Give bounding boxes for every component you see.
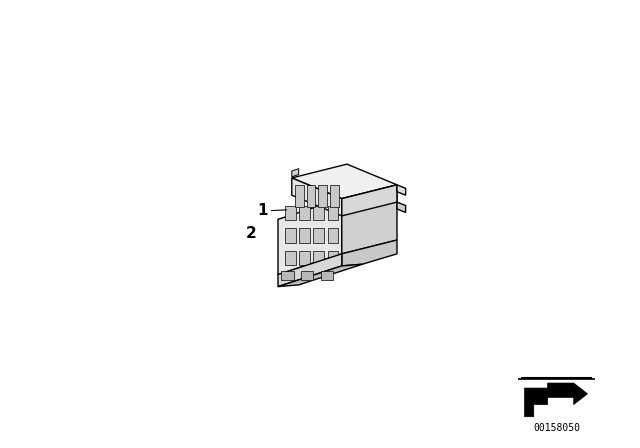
Polygon shape: [397, 202, 406, 212]
FancyBboxPatch shape: [299, 251, 310, 265]
FancyBboxPatch shape: [285, 251, 296, 265]
FancyBboxPatch shape: [328, 206, 338, 220]
FancyBboxPatch shape: [307, 185, 316, 207]
FancyBboxPatch shape: [285, 206, 296, 220]
Polygon shape: [292, 178, 342, 216]
Polygon shape: [292, 168, 299, 177]
Polygon shape: [342, 185, 397, 216]
Polygon shape: [278, 198, 342, 275]
FancyBboxPatch shape: [321, 271, 333, 280]
FancyBboxPatch shape: [299, 206, 310, 220]
FancyBboxPatch shape: [314, 228, 324, 243]
Polygon shape: [278, 264, 362, 287]
FancyBboxPatch shape: [285, 228, 296, 243]
Polygon shape: [342, 185, 397, 254]
Polygon shape: [278, 254, 342, 287]
FancyBboxPatch shape: [328, 251, 338, 265]
Polygon shape: [342, 240, 397, 266]
FancyBboxPatch shape: [299, 228, 310, 243]
FancyBboxPatch shape: [282, 271, 294, 280]
FancyBboxPatch shape: [318, 185, 327, 207]
Polygon shape: [397, 185, 406, 195]
Text: 2: 2: [246, 226, 257, 241]
Text: 1: 1: [257, 203, 268, 218]
FancyBboxPatch shape: [295, 185, 303, 207]
FancyBboxPatch shape: [330, 185, 339, 207]
FancyBboxPatch shape: [301, 271, 313, 280]
Text: 00158050: 00158050: [533, 423, 580, 433]
FancyBboxPatch shape: [328, 228, 338, 243]
FancyBboxPatch shape: [314, 251, 324, 265]
FancyBboxPatch shape: [314, 206, 324, 220]
Polygon shape: [525, 383, 588, 417]
Polygon shape: [292, 164, 397, 198]
